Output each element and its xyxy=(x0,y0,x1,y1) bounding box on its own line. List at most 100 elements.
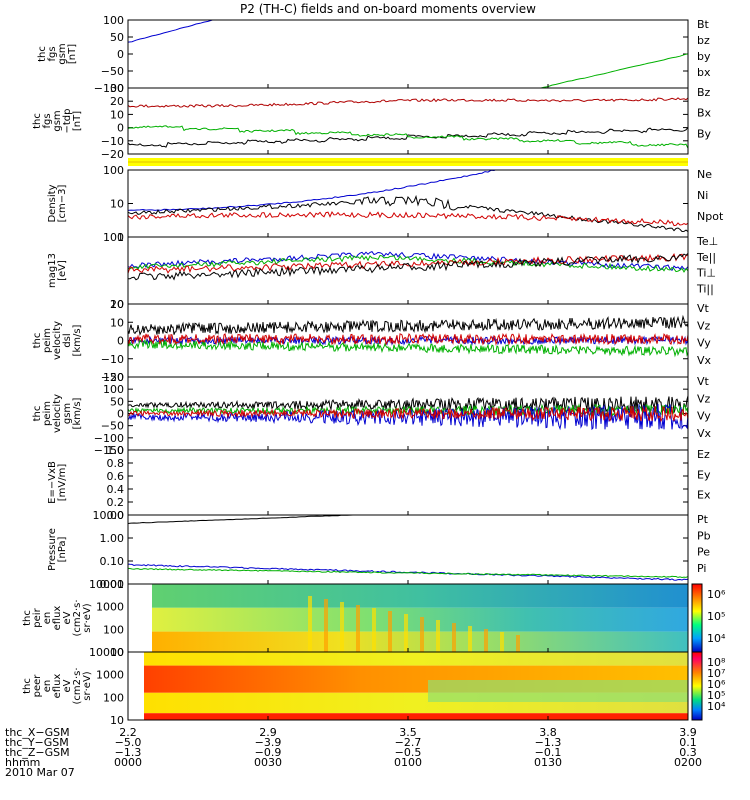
xtick-label: 0.3 xyxy=(679,746,697,759)
panel-1-ytick: 50 xyxy=(110,31,124,44)
panel-6-ytick: −50 xyxy=(101,420,124,433)
panel-5-ytick: 20 xyxy=(110,298,124,311)
panel-2-ytick: 30 xyxy=(110,82,124,95)
panel-7-ytick: 1.0 xyxy=(107,444,125,457)
colorbar-tick: 10⁵ xyxy=(707,689,725,702)
panel-2-ytick: 0 xyxy=(117,122,124,135)
xtick-label: −0.1 xyxy=(535,746,562,759)
panel-6-ytick: −100 xyxy=(94,432,124,445)
panel-1-ytick: 0 xyxy=(117,48,124,61)
panel-6-ytick: 0 xyxy=(117,408,124,421)
panel-4-ytick: 100 xyxy=(103,231,124,244)
legend-Te||: Te|| xyxy=(696,251,716,264)
legend-Ez: Ez xyxy=(697,448,710,461)
series-Vt-dsl xyxy=(128,314,688,336)
panel-4-ylabel: mag13[eV] xyxy=(47,253,68,288)
panel-5-ytick: −20 xyxy=(101,371,124,384)
series-Te-par xyxy=(128,252,688,281)
series-By xyxy=(128,125,688,149)
series-Ni xyxy=(128,194,688,233)
xtick-label: −0.9 xyxy=(255,746,282,759)
panel-10-ytick: 100 xyxy=(103,691,124,704)
panel-3-ytick: 100 xyxy=(103,164,124,177)
panel-10-ytick: 10000 xyxy=(89,646,124,659)
series-Vz-gsm xyxy=(128,405,688,423)
colorbar-tick: 10⁴ xyxy=(707,700,726,713)
xtick-label: 0100 xyxy=(394,756,422,769)
legend-Bx: Bx xyxy=(697,107,712,120)
colorbar-tick: 10⁵ xyxy=(707,610,725,623)
panel-8-ytick: 0.10 xyxy=(100,555,125,568)
panel-6-ytick: 50 xyxy=(110,395,124,408)
series-Ti-perp xyxy=(128,254,688,273)
legend-Pt: Pt xyxy=(697,513,709,526)
series-Te-perp xyxy=(128,252,688,274)
legend-Vt: Vt xyxy=(697,302,710,315)
chart-title: P2 (TH-C) fields and on-board moments ov… xyxy=(240,2,536,16)
xaxis-row-label: hhmm xyxy=(5,756,40,769)
panel-7-ytick: 0.6 xyxy=(107,470,125,483)
panel-10-ytick: 1000 xyxy=(96,669,124,682)
panel-5-ytick: 10 xyxy=(110,316,124,329)
legend-Ti⊥: Ti⊥ xyxy=(696,267,716,280)
panel-7-ytick: 0.2 xyxy=(107,496,125,509)
panel-5-ytick: 0 xyxy=(117,335,124,348)
legend-Vt: Vt xyxy=(697,375,710,388)
panel-9-ytick: 10 xyxy=(110,646,124,659)
panel-9-ylabel: thcpeirenefluxeV(cm2·s·sr·eV) xyxy=(22,599,93,636)
legend-Vx: Vx xyxy=(697,427,712,440)
panel-2-ytick: −10 xyxy=(101,135,124,148)
panel-1-ylabel: thcfgsgsm[nT] xyxy=(37,43,78,64)
panel-8-frame xyxy=(127,514,689,585)
panel-5-ytick: −10 xyxy=(101,353,124,366)
legend-Vx: Vx xyxy=(697,354,712,367)
colorbar-tick: 10⁸ xyxy=(707,656,726,669)
panel-4-ytick: 10 xyxy=(110,298,124,311)
series-by xyxy=(538,53,688,88)
colorbar-tick: 10⁶ xyxy=(707,678,726,691)
panel-8-ytick: 1.00 xyxy=(100,532,125,545)
colorbar-tick: 10⁴ xyxy=(707,632,726,645)
legend-by: by xyxy=(697,50,711,63)
legend-Te⊥: Te⊥ xyxy=(696,235,718,248)
xaxis-row-label: thc_X−GSM xyxy=(5,726,70,739)
panel-1-frame xyxy=(127,19,689,89)
series-Ne xyxy=(128,210,688,227)
colorbar-tick: 10⁶ xyxy=(707,588,726,601)
series-Npot xyxy=(128,170,497,211)
xtick-label: −3.9 xyxy=(255,736,282,749)
legend-Ey: Ey xyxy=(697,468,711,481)
xtick-label: 0200 xyxy=(674,756,702,769)
series-Pt xyxy=(128,515,364,524)
legend-Vz: Vz xyxy=(697,319,711,332)
legend-Vy: Vy xyxy=(697,337,711,350)
series-Pe xyxy=(128,567,688,579)
panel-3-ylabel: Density[cm−3] xyxy=(47,184,68,222)
series-Bz xyxy=(128,97,688,108)
legend-Vz: Vz xyxy=(697,392,711,405)
date-label: 2010 Mar 07 xyxy=(5,766,75,779)
panel-7-ylabel: E=−VxB[mV/m] xyxy=(47,461,68,504)
legend-Pe: Pe xyxy=(697,546,710,559)
panel-8-ytick: 10.00 xyxy=(93,509,125,522)
xtick-label: 0000 xyxy=(114,756,142,769)
panel-1-ytick: −50 xyxy=(101,65,124,78)
panel-7-ytick: 0.4 xyxy=(107,483,125,496)
panel-7-ytick: 0.0 xyxy=(107,509,125,522)
xaxis-row-label: thc_Y−GSM xyxy=(5,736,69,749)
panel-5-ylabel: thcpeimvelocitydsl[km/s] xyxy=(32,321,83,360)
xtick-label: 0130 xyxy=(534,756,562,769)
series-Vy-dsl xyxy=(128,338,688,358)
legend-Pb: Pb xyxy=(697,529,711,542)
xtick-label: −5.0 xyxy=(115,736,142,749)
panel-10-ylabel: thcpeerenefluxeV(cm2·s·sr·eV) xyxy=(22,667,93,704)
xtick-label: 3.9 xyxy=(679,726,697,739)
panel-2-frame xyxy=(127,87,689,155)
colorbar-tick: 10⁷ xyxy=(707,667,725,680)
legend-Ti||: Ti|| xyxy=(696,282,714,295)
panel-10-ytick: 10 xyxy=(110,714,124,727)
panel-6-ytick: 100 xyxy=(103,383,124,396)
panel-8-ytick: 0.01 xyxy=(100,578,125,591)
legend-Npot: Npot xyxy=(697,210,724,223)
